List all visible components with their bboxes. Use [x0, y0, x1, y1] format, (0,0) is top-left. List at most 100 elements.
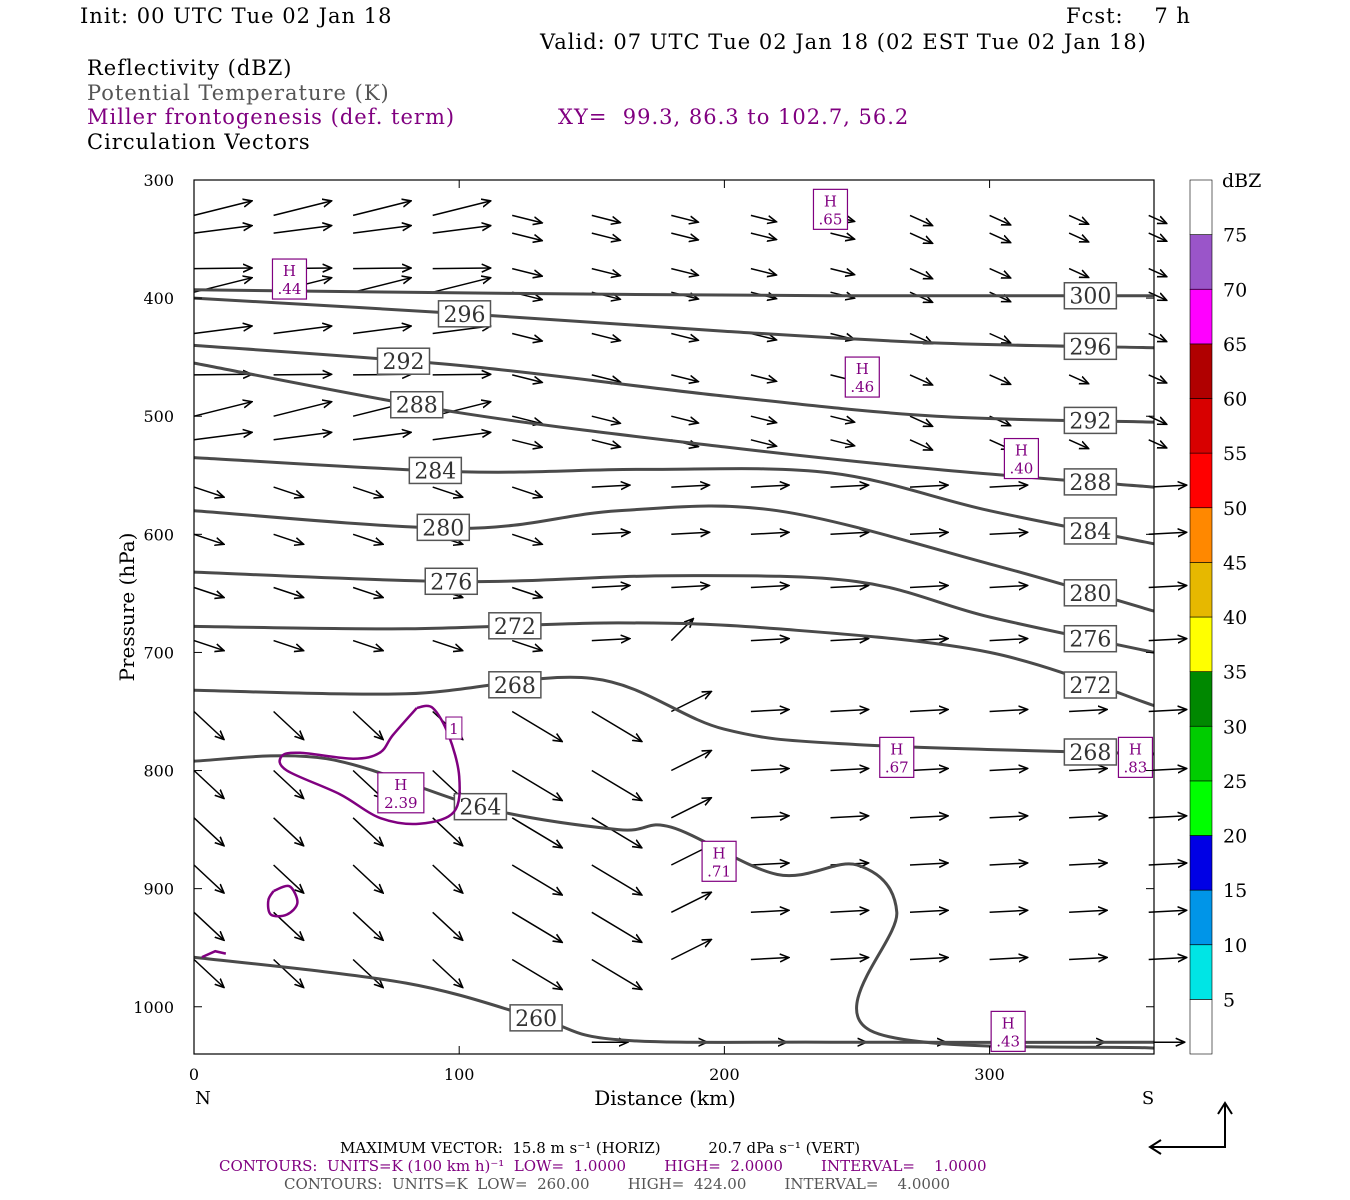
circulation-vector [909, 958, 948, 960]
circulation-vector [273, 226, 332, 234]
theta-label-text: 284 [1069, 520, 1111, 545]
circulation-vector [352, 911, 383, 940]
theta-label-box [390, 390, 444, 419]
frontogenesis-maximum: H.83 [1117, 736, 1154, 778]
circulation-vector [670, 751, 711, 772]
maximum-letter: H [856, 360, 869, 378]
circulation-vector [1148, 332, 1167, 342]
theta-contour-268 [193, 675, 1155, 756]
theta-contour-label: 284 [1063, 517, 1118, 545]
colorbar-tick-label: 45 [1223, 552, 1247, 574]
theta-contours: 300 296 296 292 292 288 288 284 284 280 280 276 276 2… [193, 281, 1155, 1050]
circulation-vector [670, 692, 711, 713]
circulation-vector [909, 710, 948, 712]
circulation-vector [511, 817, 562, 848]
theta-label-box [453, 792, 508, 821]
maximum-letter: H [890, 740, 903, 758]
circulation-vector [830, 415, 855, 422]
circulation-vector [352, 864, 383, 893]
maximum-box [879, 736, 915, 778]
circulation-vector [273, 432, 332, 441]
forecast-hour: Fcst: 7 h [1066, 4, 1191, 28]
theta-label-box [1063, 671, 1118, 699]
circulation-vector [352, 586, 383, 598]
y-tick-label: 700 [143, 643, 174, 662]
maximum-box [701, 840, 737, 882]
circulation-vector [273, 586, 304, 598]
circulation-vector [830, 532, 869, 534]
circulation-vector [830, 639, 869, 641]
circulation-vector [352, 639, 383, 651]
frontogenesis-label-box [445, 716, 463, 740]
field-frontogenesis: Miller frontogenesis (def. term) [87, 105, 456, 129]
circulation-vector [1068, 374, 1089, 384]
circulation-vector [989, 863, 1028, 865]
circulation-vector [670, 892, 711, 913]
theta-contour-label: 260 [509, 1004, 563, 1032]
circulation-vector [193, 864, 224, 893]
circulation-vector [1148, 586, 1187, 588]
cross-section-endpoints: XY= 99.3, 86.3 to 102.7, 56.2 [558, 105, 910, 129]
circulation-vector [511, 769, 562, 801]
circulation-vector [1069, 710, 1107, 712]
circulation-vector [432, 278, 491, 293]
circulation-vector [670, 940, 711, 961]
circulation-vector [989, 232, 1011, 243]
circulation-vector [1148, 816, 1187, 818]
circulation-vector [830, 958, 869, 960]
circulation-vector [511, 639, 542, 651]
colorbar-tick-label: 25 [1223, 771, 1247, 793]
circulation-vector [1148, 415, 1167, 424]
theta-label-box [1063, 738, 1118, 766]
circulation-vector [1148, 439, 1167, 448]
circulation-vector [352, 533, 383, 544]
circulation-vector [1148, 769, 1187, 771]
theta-label-text: 292 [383, 350, 425, 375]
circulation-vector [193, 817, 224, 846]
circulation-vector [353, 226, 411, 234]
theta-label-box [488, 612, 542, 640]
theta-contour-label: 272 [1063, 671, 1118, 699]
circulation-vector [432, 817, 463, 846]
circulation-vector [671, 267, 698, 276]
theta-label-box [1063, 406, 1118, 435]
circulation-vector [909, 910, 948, 912]
circulation-vector [1069, 910, 1107, 912]
circulation-vector [1148, 485, 1187, 487]
circulation-vector [591, 332, 621, 341]
x-tick-label: 100 [444, 1065, 475, 1084]
circulation-vector [750, 769, 789, 771]
circulation-vector [511, 533, 542, 544]
circulation-vector [909, 586, 948, 588]
circulation-vector [830, 586, 869, 588]
circulation-vector [273, 533, 304, 544]
theta-label-box [437, 300, 492, 328]
valid-time: Valid: 07 UTC Tue 02 Jan 18 (02 EST Tue … [540, 30, 1147, 54]
theta-contour-300 [193, 288, 1154, 298]
circulation-vector [352, 817, 383, 846]
circulation-vector [1068, 214, 1089, 224]
theta-contour-label: 296 [1063, 332, 1118, 360]
circulation-vector [1069, 958, 1107, 960]
maximum-box [812, 188, 849, 230]
colorbar-tick-label: 60 [1223, 389, 1247, 411]
circulation-vector [1148, 374, 1167, 383]
theta-label-text: 272 [1069, 674, 1111, 699]
y-tick-label: 300 [143, 171, 174, 190]
frontogenesis-maximum: H.44 [271, 258, 308, 300]
colorbar-tick-label: 55 [1223, 443, 1247, 465]
circulation-vector [1148, 863, 1187, 865]
x-tick-label: 0 [189, 1065, 199, 1084]
circulation-vector [830, 485, 869, 487]
theta-contour-label: 292 [1063, 406, 1118, 435]
circulation-vector [193, 639, 224, 651]
init-time: Init: 00 UTC Tue 02 Jan 18 [80, 4, 393, 28]
y-tick-label: 600 [143, 525, 174, 544]
circulation-vector [432, 864, 463, 893]
circulation-vector [352, 710, 383, 740]
circulation-vector [909, 532, 948, 534]
frontogenesis-maximum: H.43 [990, 1010, 1026, 1052]
maximum-box [844, 356, 880, 398]
colorbar-swatch [1189, 780, 1213, 836]
